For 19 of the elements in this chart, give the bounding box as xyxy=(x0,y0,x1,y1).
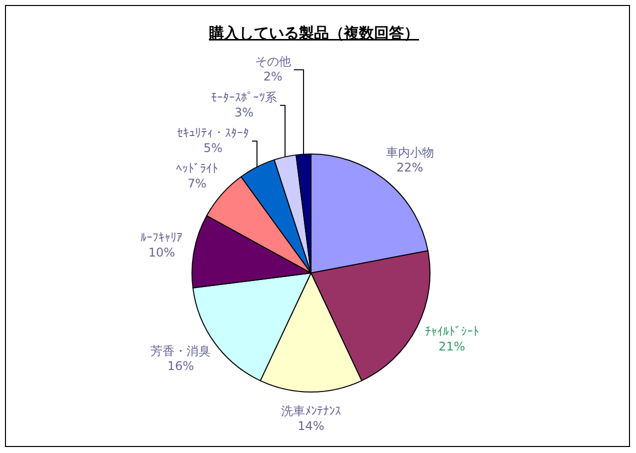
slice-label: ﾍｯﾄﾞﾗｲﾄ xyxy=(176,161,218,176)
slice-label: ﾁｬｲﾙﾄﾞｼｰﾄ xyxy=(424,324,479,338)
slice-label: ｾｷｭﾘﾃｨ・ｽﾀｰﾀ xyxy=(176,126,249,140)
slice-label: ﾓｰﾀｰｽﾎﾟｰﾂ系 xyxy=(211,90,278,104)
slice-label: ﾙｰﾌｷｬﾘｱ xyxy=(140,230,183,245)
data-label: 14% xyxy=(298,419,324,433)
data-label: 7% xyxy=(187,176,207,190)
slice-label: その他 xyxy=(254,54,291,69)
data-label: 3% xyxy=(234,105,254,120)
data-label: 16% xyxy=(167,358,194,373)
title: 購入している製品（複数回答） xyxy=(209,24,419,42)
data-label: 21% xyxy=(438,339,466,354)
data-label: 10% xyxy=(148,246,176,260)
data-label: 5% xyxy=(203,141,222,156)
slice-label: 芳香・消臭 xyxy=(150,344,211,358)
slice-label: 洗車ﾒﾝﾃﾅﾝｽ xyxy=(281,404,341,418)
slice-label: 車内小物 xyxy=(386,146,434,160)
data-label: 22% xyxy=(396,160,424,175)
data-label: 2% xyxy=(263,70,282,84)
